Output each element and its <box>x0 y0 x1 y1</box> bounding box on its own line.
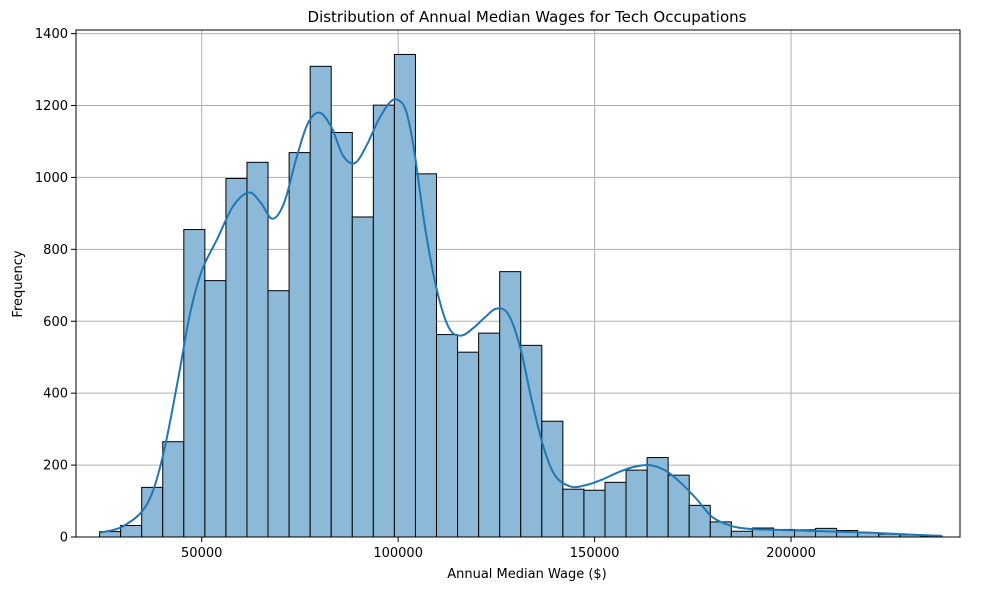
histogram-bar <box>225 178 248 538</box>
histogram-bar <box>688 504 711 538</box>
histogram-bar <box>583 489 606 538</box>
histogram-bar <box>520 344 543 538</box>
y-axis-label: Frequency <box>11 250 26 317</box>
histogram-bar <box>183 229 206 538</box>
chart-title: Distribution of Annual Median Wages for … <box>308 8 747 26</box>
histogram-bar <box>204 280 227 538</box>
histogram-bar <box>120 524 143 538</box>
x-axis-ticks: 50000 100000 150000 200000 <box>181 537 816 561</box>
histogram-bar <box>730 530 753 538</box>
plot-frame <box>75 29 961 538</box>
histogram-bar <box>562 488 585 538</box>
histogram-bar <box>351 216 374 538</box>
x-tick-label: 100000 <box>373 546 423 561</box>
y-tick-label: 800 <box>43 243 68 258</box>
bars-group <box>99 53 943 538</box>
y-tick-label: 1200 <box>35 99 68 114</box>
histogram-bar <box>541 420 564 538</box>
histogram-bar <box>267 290 290 538</box>
y-axis-ticks: 0 200 400 600 800 1000 1200 1400 <box>35 27 76 546</box>
y-tick-label: 400 <box>43 387 68 402</box>
histogram-bar <box>667 474 690 538</box>
histogram-bar <box>288 152 311 538</box>
histogram-bar <box>393 53 416 538</box>
y-tick-label: 1400 <box>35 27 68 42</box>
histogram-bar <box>457 351 480 538</box>
y-tick-label: 200 <box>43 459 68 474</box>
histogram-bar <box>436 334 459 538</box>
histogram-bar <box>499 271 522 538</box>
histogram-bar <box>625 469 648 538</box>
histogram-bar <box>604 481 627 538</box>
histogram-bar <box>372 104 395 538</box>
y-tick-label: 0 <box>60 531 68 546</box>
histogram-bar <box>246 161 269 538</box>
y-tick-label: 600 <box>43 315 68 330</box>
x-tick-label: 150000 <box>570 546 620 561</box>
x-axis-label: Annual Median Wage ($) <box>447 567 607 582</box>
histogram-bar <box>478 332 501 538</box>
histogram-bar <box>309 65 332 538</box>
histogram-bar <box>162 441 185 538</box>
y-tick-label: 1000 <box>35 171 68 186</box>
x-tick-label: 200000 <box>766 546 816 561</box>
histogram-bar <box>815 527 838 538</box>
kde-line <box>99 98 942 537</box>
x-tick-label: 50000 <box>181 546 222 561</box>
histogram-bar <box>330 131 353 538</box>
